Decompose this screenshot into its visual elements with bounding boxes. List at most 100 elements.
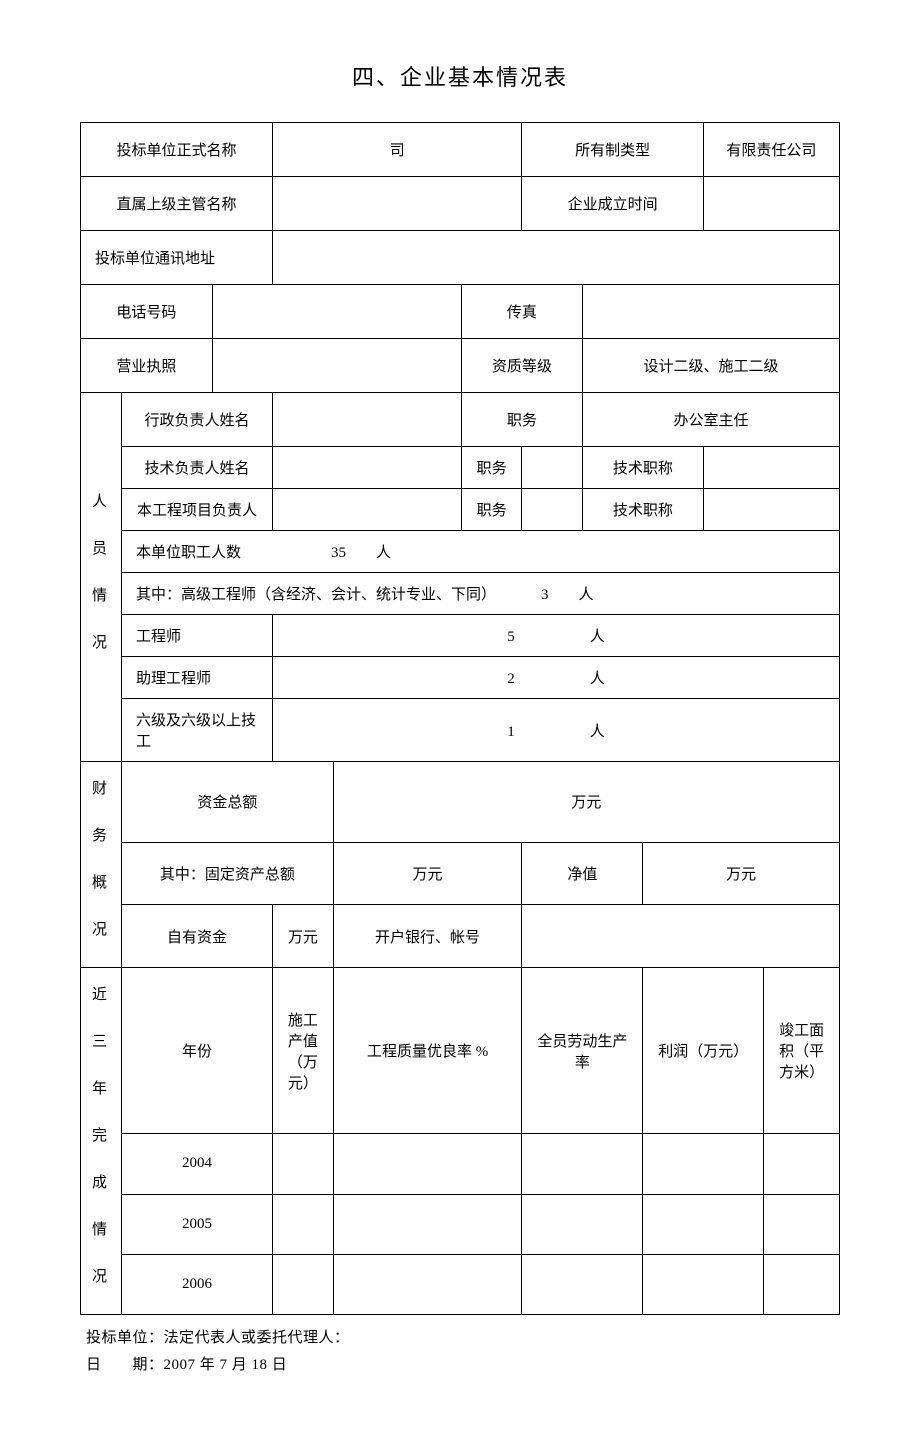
engineer-text: 5 人 [273, 615, 840, 657]
cell [522, 1254, 643, 1314]
project-value [273, 489, 462, 531]
project-label: 本工程项目负责人 [122, 489, 273, 531]
ownership-label: 所有制类型 [522, 123, 703, 177]
cell [643, 1134, 764, 1194]
tech-value [273, 447, 462, 489]
history-output-label: 施工产值（万元） [273, 968, 334, 1134]
finance-net-label: 净值 [522, 842, 643, 905]
founded-value [703, 177, 839, 231]
senior-text: 其中：高级工程师（含经济、会计、统计专业、下同） 3 人 [122, 573, 840, 615]
finance-bank-value [522, 905, 840, 968]
finance-net-value: 万元 [643, 842, 840, 905]
finance-total-label: 资金总额 [122, 762, 334, 843]
project-pos-label: 职务 [461, 489, 522, 531]
bidder-name-label: 投标单位正式名称 [81, 123, 273, 177]
tech-title-value [703, 447, 839, 489]
finance-section-label: 财 务 概 况 [81, 762, 122, 968]
history-profit-label: 利润（万元） [643, 968, 764, 1134]
finance-fixed-value: 万元 [333, 842, 522, 905]
cell [764, 1254, 840, 1314]
finance-own-value: 万元 [273, 905, 334, 968]
row-history-year-2: 2006 [81, 1254, 840, 1314]
project-title-label: 技术职称 [582, 489, 703, 531]
row-employees: 本单位职工人数 35 人 [81, 531, 840, 573]
finance-bank-label: 开户银行、帐号 [333, 905, 522, 968]
row-history-header: 近 三 年 完 成 情 况 年份 施工产值（万元） 工程质量优良率 % 全员劳动… [81, 968, 840, 1134]
row-superior: 直属上级主管名称 企业成立时间 [81, 177, 840, 231]
bidder-name-value: 司 [273, 123, 522, 177]
row-senior: 其中：高级工程师（含经济、会计、统计专业、下同） 3 人 [81, 573, 840, 615]
row-project: 本工程项目负责人 职务 技术职称 [81, 489, 840, 531]
employees-text: 本单位职工人数 35 人 [122, 531, 840, 573]
finance-own-label: 自有资金 [122, 905, 273, 968]
row-admin: 人 员 情 况 行政负责人姓名 职务 办公室主任 [81, 393, 840, 447]
cell [333, 1254, 522, 1314]
engineer-label: 工程师 [122, 615, 273, 657]
phone-value [212, 285, 461, 339]
cell [273, 1194, 334, 1254]
cell [764, 1194, 840, 1254]
cell [643, 1194, 764, 1254]
tech6-label: 六级及六级以上技工 [122, 699, 273, 762]
history-year-2: 2006 [122, 1254, 273, 1314]
history-quality-label: 工程质量优良率 % [333, 968, 522, 1134]
cell [273, 1134, 334, 1194]
staff-section-label: 人 员 情 况 [81, 393, 122, 762]
qualification-value: 设计二级、施工二级 [582, 339, 839, 393]
info-table: 投标单位正式名称 司 所有制类型 有限责任公司 直属上级主管名称 企业成立时间 … [80, 122, 840, 1315]
row-assist: 助理工程师 2 人 [81, 657, 840, 699]
footer: 投标单位：法定代表人或委托代理人： 日 期：2007 年 7 月 18 日 [80, 1325, 840, 1379]
address-value [273, 231, 840, 285]
history-year-1: 2005 [122, 1194, 273, 1254]
tech-label: 技术负责人姓名 [122, 447, 273, 489]
admin-pos-label: 职务 [461, 393, 582, 447]
history-year-0: 2004 [122, 1134, 273, 1194]
fax-label: 传真 [461, 285, 582, 339]
tech6-text: 1 人 [273, 699, 840, 762]
superior-value [273, 177, 522, 231]
history-year-label: 年份 [122, 968, 273, 1134]
cell [643, 1254, 764, 1314]
license-label: 营业执照 [81, 339, 213, 393]
row-finance-own: 自有资金 万元 开户银行、帐号 [81, 905, 840, 968]
admin-pos-value: 办公室主任 [582, 393, 839, 447]
row-tech6: 六级及六级以上技工 1 人 [81, 699, 840, 762]
assist-label: 助理工程师 [122, 657, 273, 699]
cell [333, 1134, 522, 1194]
row-bidder-name: 投标单位正式名称 司 所有制类型 有限责任公司 [81, 123, 840, 177]
row-tech: 技术负责人姓名 职务 技术职称 [81, 447, 840, 489]
tech-pos-label: 职务 [461, 447, 522, 489]
finance-fixed-label: 其中：固定资产总额 [122, 842, 334, 905]
row-address: 投标单位通讯地址 [81, 231, 840, 285]
phone-label: 电话号码 [81, 285, 213, 339]
cell [522, 1194, 643, 1254]
tech-title-label: 技术职称 [582, 447, 703, 489]
admin-label: 行政负责人姓名 [122, 393, 273, 447]
footer-line-2: 日 期：2007 年 7 月 18 日 [86, 1352, 840, 1379]
fax-value [582, 285, 839, 339]
assist-text: 2 人 [273, 657, 840, 699]
row-history-year-1: 2005 [81, 1194, 840, 1254]
project-title-value [703, 489, 839, 531]
history-productivity-label: 全员劳动生产率 [522, 968, 643, 1134]
row-engineer: 工程师 5 人 [81, 615, 840, 657]
tech-pos-value [522, 447, 582, 489]
cell [522, 1134, 643, 1194]
superior-label: 直属上级主管名称 [81, 177, 273, 231]
cell [333, 1194, 522, 1254]
finance-total-value: 万元 [333, 762, 839, 843]
row-license: 营业执照 资质等级 设计二级、施工二级 [81, 339, 840, 393]
cell [273, 1254, 334, 1314]
history-section-label: 近 三 年 完 成 情 况 [81, 968, 122, 1315]
project-pos-value [522, 489, 582, 531]
history-area-label: 竣工面积（平方米） [764, 968, 840, 1134]
license-value [212, 339, 461, 393]
footer-line-1: 投标单位：法定代表人或委托代理人： [86, 1325, 840, 1352]
qualification-label: 资质等级 [461, 339, 582, 393]
ownership-value: 有限责任公司 [703, 123, 839, 177]
row-phone: 电话号码 传真 [81, 285, 840, 339]
page-title: 四、企业基本情况表 [80, 60, 840, 92]
cell [764, 1134, 840, 1194]
row-finance-fixed: 其中：固定资产总额 万元 净值 万元 [81, 842, 840, 905]
admin-value [273, 393, 462, 447]
